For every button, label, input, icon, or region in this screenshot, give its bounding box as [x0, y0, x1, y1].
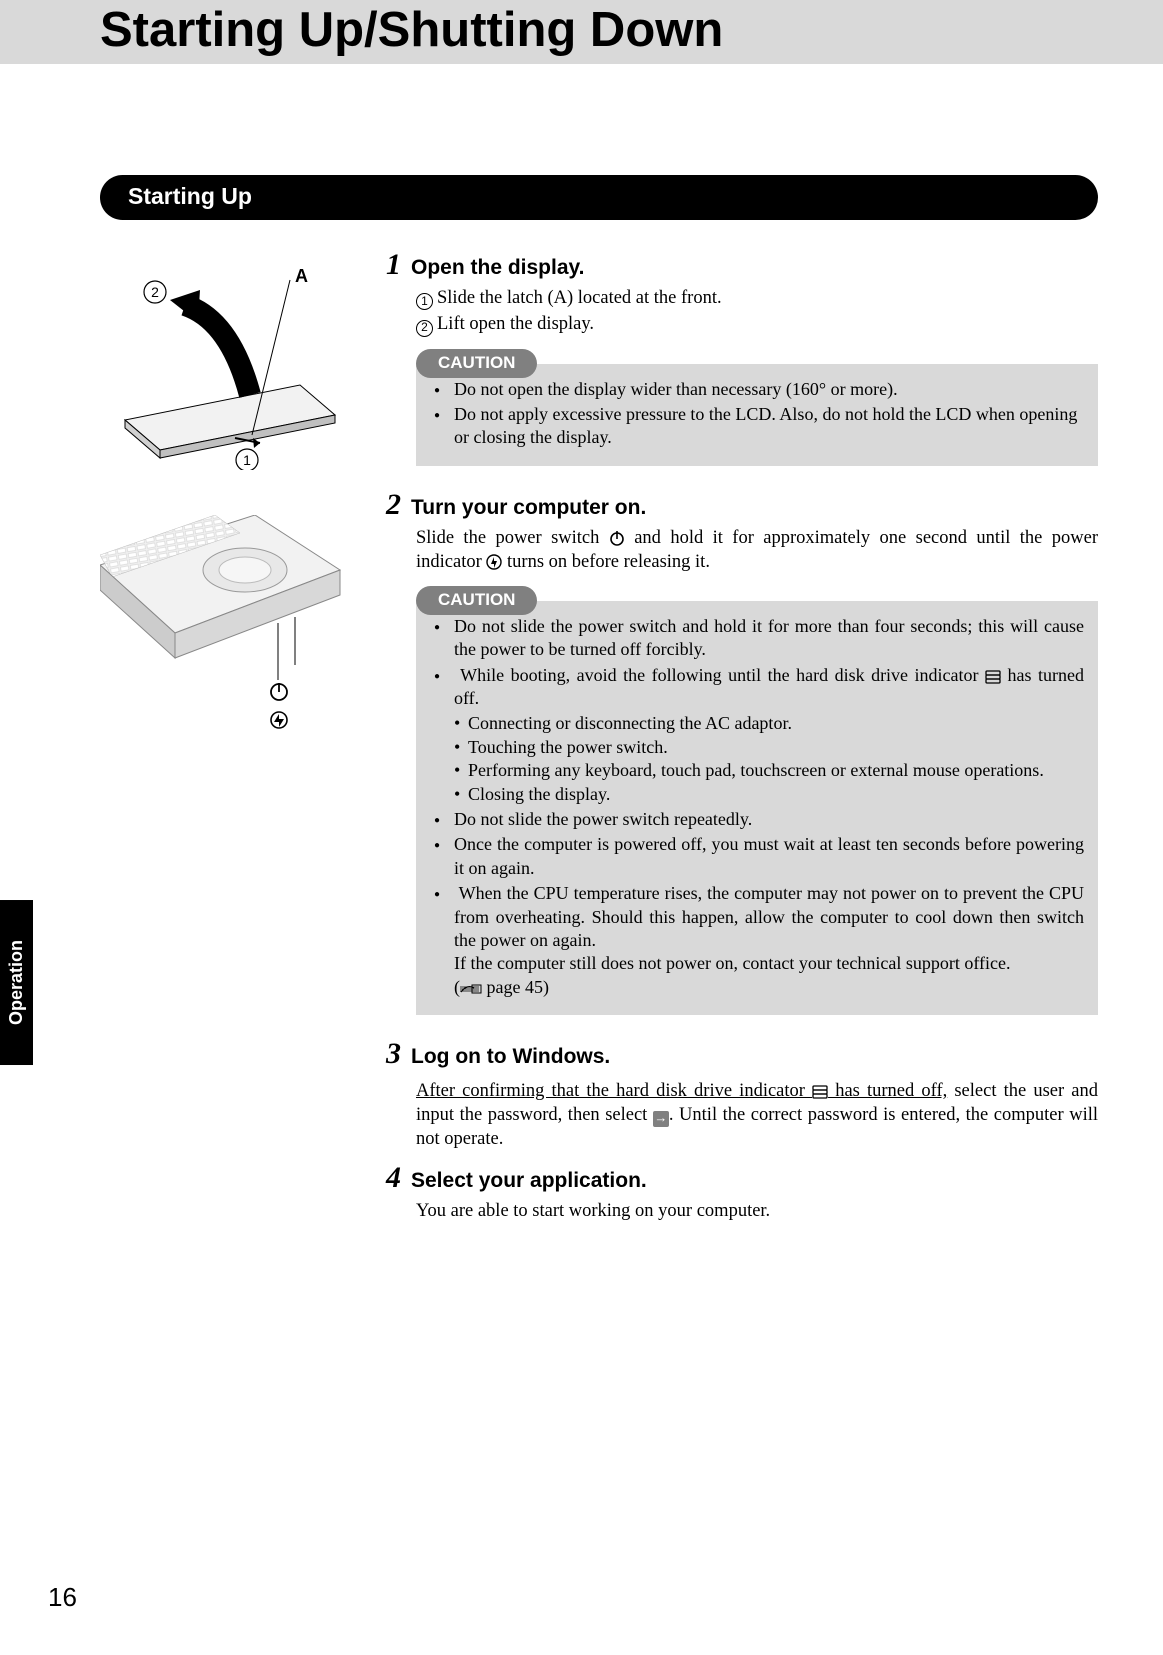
- step2-text-post: turns on before releasing it.: [502, 552, 710, 572]
- step2-text-pre: Slide the power switch: [416, 528, 609, 548]
- figure-column: A 2 1: [100, 250, 360, 1235]
- c2i2-sub3: Performing any keyboard, touch pad, touc…: [454, 759, 1084, 782]
- step-1-header: 1 Open the display.: [386, 250, 1098, 280]
- c2i5-b: If the computer still does not power on,…: [454, 953, 1011, 973]
- step-4-header: 4 Select your application.: [386, 1163, 1098, 1193]
- circled-2-icon: 2: [416, 320, 433, 337]
- step-title: Open the display.: [411, 250, 584, 280]
- figure-laptop-open: A 2 1: [100, 260, 360, 475]
- c2i2-sub4: Closing the display.: [454, 783, 1084, 806]
- step-number: 2: [386, 490, 401, 520]
- s3-u2: has turned off,: [828, 1081, 947, 1101]
- circled-1-icon: 1: [416, 293, 433, 310]
- caution2-item2: While booting, avoid the following until…: [434, 664, 1084, 806]
- step-1-body: 1Slide the latch (A) located at the fron…: [416, 286, 1098, 337]
- caution-label: CAUTION: [416, 349, 537, 378]
- power-indicator-icon: [486, 554, 502, 570]
- c2i2-sub1: Connecting or disconnecting the AC adapt…: [454, 712, 1084, 735]
- figure-power-switch: [100, 515, 360, 750]
- page-number: 16: [48, 1582, 77, 1613]
- step1-line1: Slide the latch (A) located at the front…: [437, 288, 722, 308]
- hdd-icon: [985, 670, 1001, 684]
- svg-text:2: 2: [151, 284, 159, 300]
- caution2-item3: Do not slide the power switch repeatedly…: [434, 808, 1084, 831]
- step-2-header: 2 Turn your computer on.: [386, 490, 1098, 520]
- section-header: Starting Up: [100, 175, 1098, 220]
- step-4-body: You are able to start working on your co…: [416, 1199, 1098, 1223]
- content-area: Starting Up A: [100, 175, 1098, 1235]
- step-number: 4: [386, 1163, 401, 1193]
- caution-label: CAUTION: [416, 586, 537, 615]
- step-title: Log on to Windows.: [411, 1039, 610, 1069]
- step1-line2: Lift open the display.: [437, 314, 594, 334]
- caution1-item1: Do not open the display wider than neces…: [434, 378, 1084, 401]
- reference-icon: [460, 982, 482, 996]
- steps-column: 1 Open the display. 1Slide the latch (A)…: [386, 250, 1098, 1235]
- step-2-body: Slide the power switch and hold it for a…: [416, 526, 1098, 574]
- caution1-item2: Do not apply excessive pressure to the L…: [434, 403, 1084, 450]
- caution2-item4: Once the computer is powered off, you mu…: [434, 833, 1084, 880]
- header-band: Starting Up/Shutting Down: [0, 0, 1163, 64]
- caution2-item1: Do not slide the power switch and hold i…: [434, 615, 1084, 662]
- power-icon: [609, 530, 625, 546]
- svg-text:A: A: [295, 266, 308, 286]
- c2i5-ref: page 45): [482, 977, 549, 997]
- svg-text:1: 1: [243, 452, 251, 468]
- page-title: Starting Up/Shutting Down: [100, 0, 1163, 58]
- s3-u1: After confirming that the hard disk driv…: [416, 1081, 812, 1101]
- c2i2-sub2: Touching the power switch.: [454, 736, 1084, 759]
- c2i2-pre: While booting, avoid the following until…: [460, 665, 985, 685]
- step-3-body: After confirming that the hard disk driv…: [416, 1079, 1098, 1151]
- step-title: Select your application.: [411, 1163, 647, 1193]
- arrow-button-icon: →: [653, 1111, 669, 1127]
- step-3-header: 3 Log on to Windows.: [386, 1039, 1098, 1069]
- caution-block-1: CAUTION Do not open the display wider th…: [416, 349, 1098, 466]
- step-number: 3: [386, 1039, 401, 1069]
- caution-block-2: CAUTION Do not slide the power switch an…: [416, 586, 1098, 1015]
- step-title: Turn your computer on.: [411, 490, 646, 520]
- hdd-icon: [812, 1085, 828, 1099]
- c2i5-a: When the CPU temperature rises, the comp…: [454, 883, 1084, 950]
- side-tab-operation: Operation: [0, 900, 33, 1065]
- caution2-item5: When the CPU temperature rises, the comp…: [434, 882, 1084, 999]
- step-number: 1: [386, 250, 401, 280]
